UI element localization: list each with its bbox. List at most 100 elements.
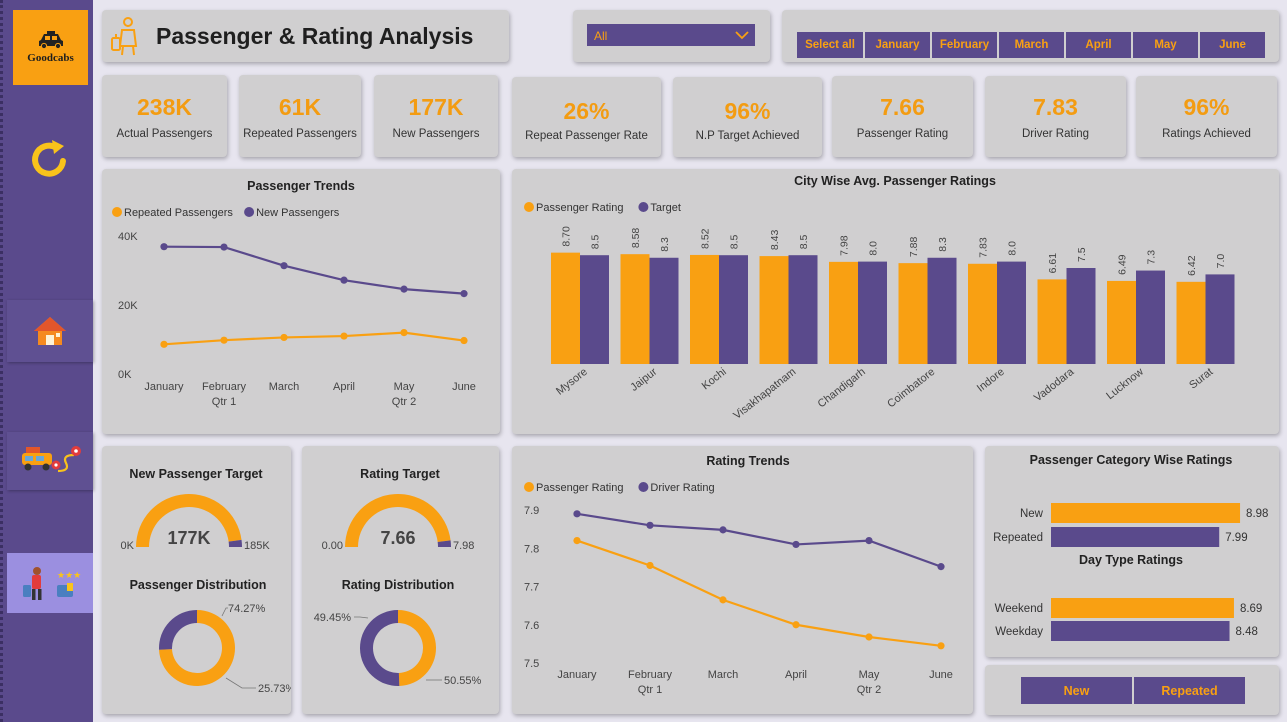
data-label: 49.45% [314,612,352,624]
donut-slice [360,610,399,686]
data-point [340,332,347,339]
y-tick-label: 20K [118,300,138,312]
traveller-icon [110,16,148,56]
gauge-max-label: 7.98 [453,540,474,552]
header-card: Passenger & Rating Analysis [102,10,509,62]
gauge-max-label: 185K [244,540,270,552]
x-tick-label: April [333,381,355,393]
x-tick-label: May [859,669,880,681]
data-point [220,243,227,250]
data-point [160,341,167,348]
kpi-value: 7.66 [832,94,973,121]
kpi-value: 7.83 [985,94,1126,121]
kpi-value: 177K [374,94,498,121]
legend-label: Repeated Passengers [124,207,233,219]
y-tick-label: Weekday [995,626,1043,638]
trip-route-icon [14,441,86,481]
gauge-value: 177K [167,528,210,548]
gauge-min-label: 0.00 [322,540,343,552]
kpi-label: Actual Passengers [102,128,227,140]
x-tick-label: Visakhapatnam [731,366,798,422]
data-point [865,633,872,640]
data-point [646,522,653,529]
data-label: 8.5 [590,234,602,249]
x-tick-label: Jaipur [628,366,659,394]
passenger-trends-card: Passenger Trends Repeated Passengers New … [102,169,500,434]
legend-label: New Passengers [256,207,340,219]
nav-home[interactable] [7,300,93,362]
x-tick-label: Kochi [700,366,729,392]
x-tick-label: April [785,669,807,681]
bar [551,253,580,364]
nav-trips[interactable] [7,432,93,490]
data-label: 7.0 [1215,254,1227,269]
x-tick-label: January [557,669,597,681]
city-ratings-chart: City Wise Avg. Passenger Ratings Passeng… [512,169,1279,434]
data-point [460,290,467,297]
brand-logo[interactable]: Goodcabs [13,10,88,85]
donut-slice [398,610,436,686]
chevron-down-icon [735,30,749,40]
legend-marker [112,207,122,217]
data-label: 8.43 [769,229,781,250]
x-tick-label: February [628,669,673,681]
kpi-card-new-passengers: 177K New Passengers [374,75,498,157]
city-dropdown[interactable]: All [587,24,755,46]
month-button-may[interactable]: May [1133,32,1198,58]
nav-passenger-ratings[interactable]: ★★★ [7,553,93,613]
month-button-april[interactable]: April [1066,32,1131,58]
bar [968,264,997,364]
data-point [220,337,227,344]
month-button-select-all[interactable]: Select all [797,32,863,58]
home-icon [32,315,68,347]
bar [719,255,748,364]
refresh-button[interactable] [25,134,75,184]
month-button-january[interactable]: January [865,32,930,58]
series-line [577,541,941,646]
x-tick-label: Vadodara [1032,365,1077,404]
data-point [280,262,287,269]
legend-marker [638,202,648,212]
month-button-february[interactable]: February [932,32,997,58]
passenger-rating-icon: ★★★ [15,563,85,603]
data-label: 8.5 [729,234,741,249]
series-line [164,333,464,345]
city-ratings-card: City Wise Avg. Passenger Ratings Passeng… [512,169,1279,434]
data-label: 7.3 [1146,250,1158,265]
x-tick-label: June [929,669,953,681]
leader-line [354,617,368,618]
data-point [719,596,726,603]
y-tick-label: Repeated [993,532,1043,544]
chart-title: Passenger Trends [247,179,355,193]
month-button-june[interactable]: June [1200,32,1265,58]
kpi-label: Repeat Passenger Rate [512,130,661,142]
data-point [937,563,944,570]
bar [1206,274,1235,364]
data-point [460,337,467,344]
data-point [792,621,799,628]
data-point [792,541,799,548]
new-button[interactable]: New [1021,677,1132,704]
passenger-target-card: New Passenger Target 177K 0K 185K Passenge… [102,446,291,714]
x-tick-label: Lucknow [1104,366,1146,402]
y-tick-label: 7.6 [524,620,539,632]
bar [580,255,609,364]
data-label: 6.49 [1117,254,1129,275]
data-label: 74.27% [228,603,266,615]
y-tick-label: 7.7 [524,582,539,594]
repeated-button[interactable]: Repeated [1134,677,1245,704]
legend-marker [638,482,648,492]
data-label: 7.88 [908,237,920,258]
bar [858,262,887,364]
kpi-card-actual-passengers: 238K Actual Passengers [102,75,227,157]
brand-name: Goodcabs [27,52,73,64]
gauge-min-label: 0K [121,540,135,552]
quarter-label: Qtr 1 [638,684,662,696]
bar [1038,279,1067,364]
data-label: 6.42 [1186,255,1198,276]
data-label: 7.99 [1225,532,1247,544]
bar [1051,621,1230,641]
leader-line [226,678,256,688]
month-button-march[interactable]: March [999,32,1064,58]
x-tick-label: March [269,381,300,393]
